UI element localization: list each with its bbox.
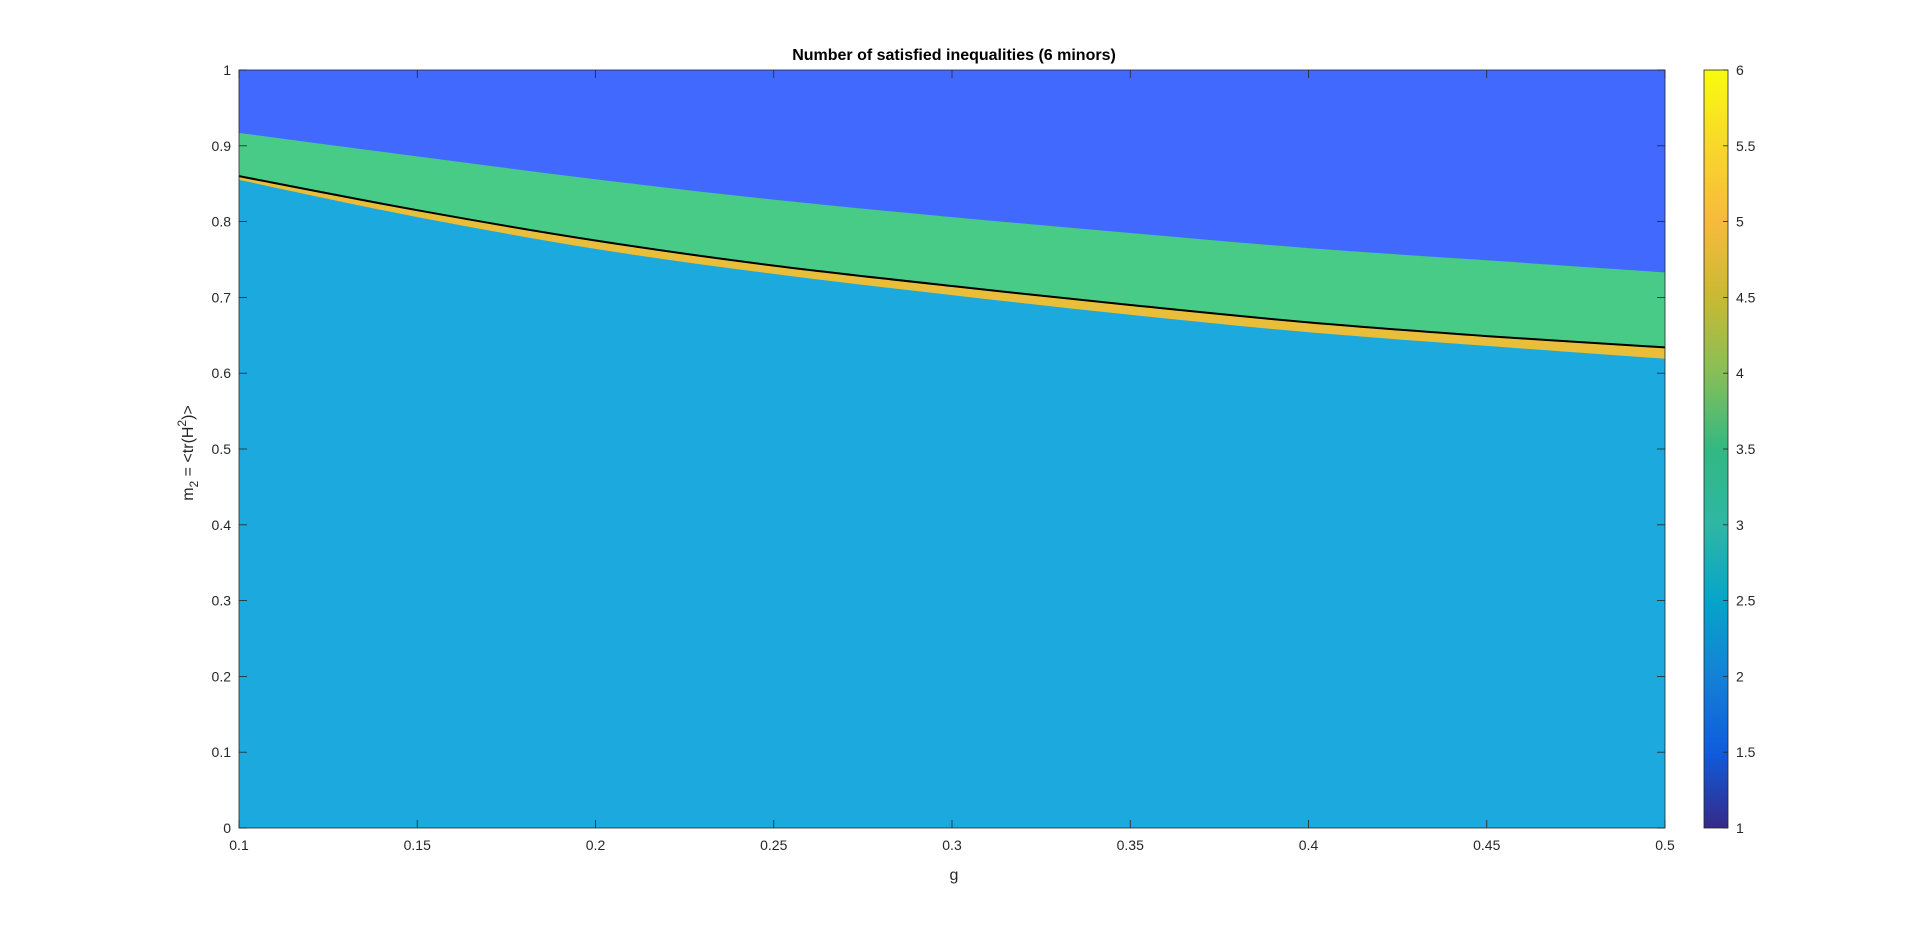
colorbar-tick-label: 1 <box>1736 820 1744 836</box>
y-tick-label: 0.3 <box>212 593 232 609</box>
x-tick-label: 0.5 <box>1655 837 1675 853</box>
y-tick-label: 0 <box>223 820 231 836</box>
y-tick-label: 0.8 <box>212 214 232 230</box>
chart-title: Number of satisfied inequalities (6 mino… <box>792 47 1116 64</box>
colorbar-tick-label: 2 <box>1736 668 1744 684</box>
y-tick-label: 0.5 <box>212 441 232 457</box>
y-tick-label: 0.1 <box>212 744 232 760</box>
colorbar-tick-label: 1.5 <box>1736 744 1756 760</box>
colorbar: 1 1.5 2 2.5 3 3.5 4 4.5 5 5.5 6 <box>1703 62 1756 836</box>
colorbar-tick-label: 2.5 <box>1736 593 1756 609</box>
colorbar-tick-label: 4.5 <box>1736 289 1756 305</box>
x-tick-label: 0.3 <box>942 837 962 853</box>
x-tick-label: 0.25 <box>760 837 787 853</box>
y-tick-label: 0.9 <box>212 138 232 154</box>
colorbar-tick-label: 4 <box>1736 365 1744 381</box>
colorbar-tick-label: 5 <box>1736 214 1744 230</box>
x-tick-label: 0.35 <box>1117 837 1144 853</box>
y-tick-label: 1 <box>223 62 231 78</box>
colorbar-tick-label: 6 <box>1736 62 1744 78</box>
plot-area: 0.1 0.15 0.2 0.25 0.3 0.35 0.4 0.45 0.500.10.20.… <box>212 62 1675 853</box>
y-tick-label: 0.4 <box>212 517 232 533</box>
colorbar-tick-label: 3.5 <box>1736 441 1756 457</box>
y-tick-label: 0.2 <box>212 668 232 684</box>
colorbar-tick-label: 3 <box>1736 517 1744 533</box>
colorbar-tick-label: 5.5 <box>1736 138 1756 154</box>
x-tick-label: 0.15 <box>404 837 431 853</box>
x-tick-label: 0.45 <box>1473 837 1500 853</box>
x-tick-label: 0.4 <box>1299 837 1319 853</box>
y-tick-label: 0.7 <box>212 289 232 305</box>
y-tick-label: 0.6 <box>212 365 232 381</box>
y-axis-label: m2 = <tr(H2)> <box>175 405 201 501</box>
x-axis-label: g <box>950 867 959 884</box>
x-tick-label: 0.2 <box>586 837 606 853</box>
region-value-3 <box>239 179 1665 828</box>
boundary-curve <box>238 175 1666 349</box>
x-tick-label: 0.1 <box>229 837 249 853</box>
